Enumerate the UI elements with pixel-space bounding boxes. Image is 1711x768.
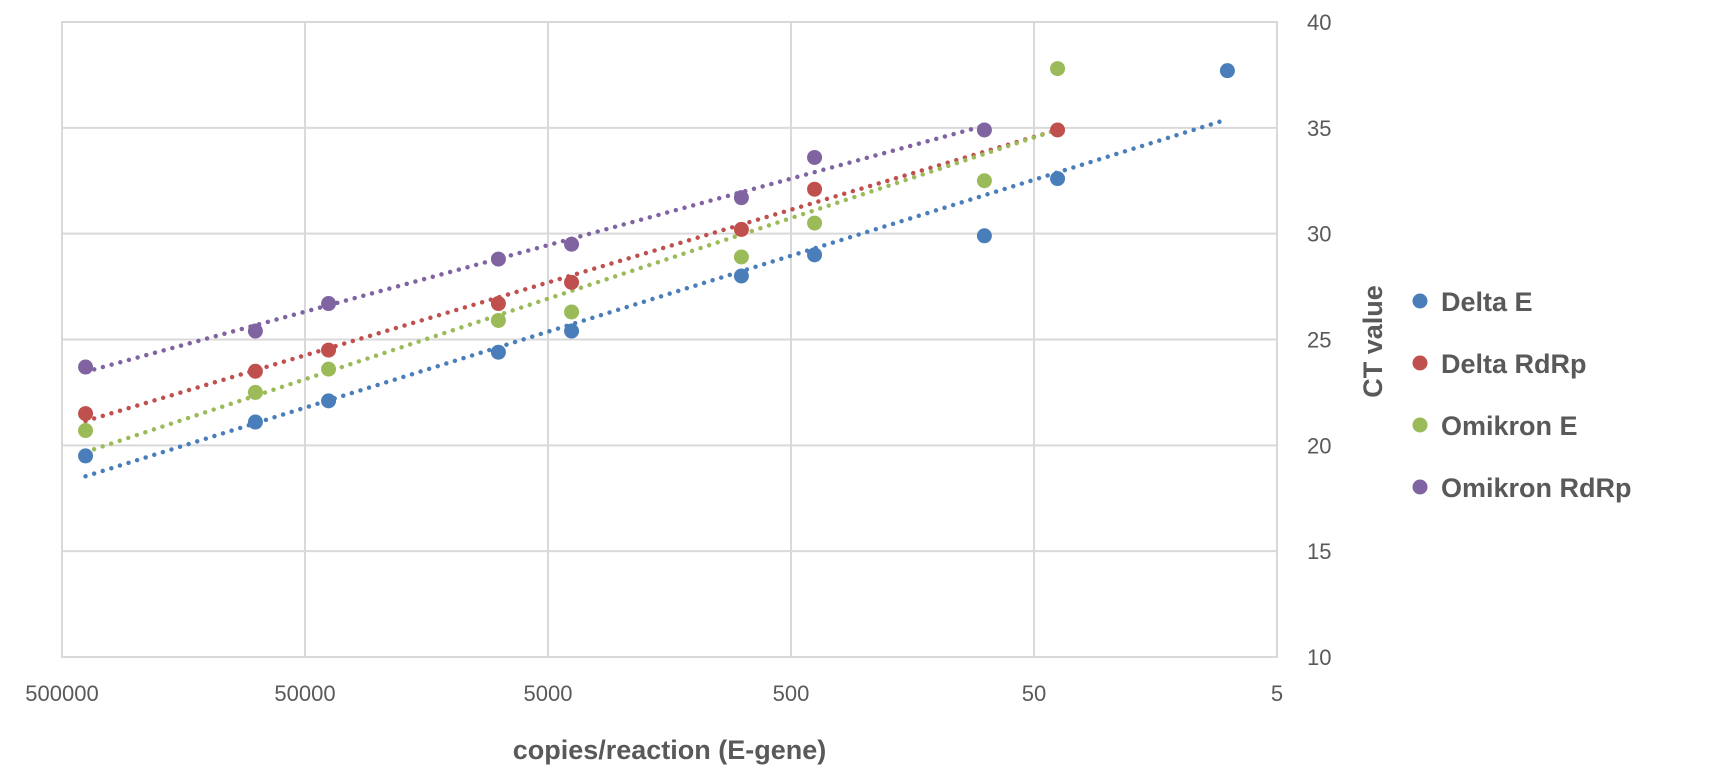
data-point-omikron-rdrp [490, 251, 506, 267]
data-point-delta-e [1219, 63, 1235, 79]
grid-layer [61, 21, 1278, 658]
data-point-delta-rdrp [807, 181, 823, 197]
y-tick-label: 35 [1307, 116, 1331, 141]
data-point-omikron-rdrp [733, 190, 749, 206]
data-point-omikron-rdrp [247, 323, 263, 339]
y-tick-label: 20 [1307, 433, 1331, 458]
x-tick-label: 5000 [524, 681, 573, 706]
data-point-omikron-rdrp [78, 359, 94, 375]
data-point-delta-e [733, 268, 749, 284]
data-point-omikron-e [490, 312, 506, 328]
data-point-omikron-e [78, 423, 94, 439]
data-point-delta-e [247, 414, 263, 430]
data-point-delta-e [1050, 171, 1066, 187]
legend-label: Omikron E [1441, 411, 1578, 441]
data-point-delta-rdrp [564, 274, 580, 290]
y-tick-label: 25 [1307, 328, 1331, 353]
data-point-omikron-rdrp [321, 296, 337, 312]
legend-marker [1412, 355, 1428, 371]
data-point-delta-e [321, 393, 337, 409]
data-point-delta-rdrp [247, 363, 263, 379]
legend: Delta E Delta RdRp Omikron E Omikron RdRp [1412, 287, 1632, 503]
y-axis-title: CT value [1358, 285, 1388, 398]
trendline-omikron-rdrp [83, 123, 987, 375]
data-point-delta-e [78, 448, 94, 464]
legend-marker [1412, 479, 1428, 495]
data-point-omikron-rdrp [807, 149, 823, 165]
data-point-delta-e [976, 228, 992, 244]
data-point-omikron-e [247, 384, 263, 400]
data-point-omikron-rdrp [976, 122, 992, 138]
legend-label: Omikron RdRp [1441, 473, 1632, 503]
tick-label-layer: 10 15 20 25 30 35 40 500000 50000 5000 500 50 5 [25, 10, 1331, 706]
legend-marker [1412, 293, 1428, 309]
data-point-omikron-e [807, 215, 823, 231]
y-tick-label: 15 [1307, 539, 1331, 564]
trendline-delta-rdrp [83, 127, 1060, 424]
x-tick-label: 500 [773, 681, 810, 706]
data-point-omikron-rdrp [564, 236, 580, 252]
y-tick-label: 10 [1307, 645, 1331, 670]
data-point-omikron-e [564, 304, 580, 320]
trendline-layer [83, 117, 1230, 479]
legend-label: Delta RdRp [1441, 349, 1587, 379]
point-layer [78, 61, 1235, 464]
data-point-delta-rdrp [78, 406, 94, 422]
data-point-omikron-e [1050, 61, 1066, 77]
data-point-omikron-e [321, 361, 337, 377]
x-tick-label: 50 [1022, 681, 1046, 706]
data-point-omikron-e [733, 249, 749, 265]
x-tick-label: 50000 [274, 681, 335, 706]
data-point-omikron-e [976, 173, 992, 189]
plot-border [61, 21, 1278, 658]
x-axis-title: copies/reaction (E-gene) [513, 735, 827, 765]
trendline-omikron-e [83, 127, 1060, 455]
legend-label: Delta E [1441, 287, 1533, 317]
data-point-delta-e [807, 247, 823, 263]
data-point-delta-e [490, 344, 506, 360]
legend-marker [1412, 417, 1428, 433]
x-tick-label: 5 [1271, 681, 1283, 706]
data-point-delta-rdrp [490, 296, 506, 312]
x-tick-label: 500000 [25, 681, 98, 706]
trendline-delta-e [83, 117, 1230, 479]
y-tick-label: 30 [1307, 222, 1331, 247]
data-point-delta-rdrp [321, 342, 337, 358]
data-point-delta-rdrp [733, 221, 749, 237]
y-tick-label: 40 [1307, 10, 1331, 35]
data-point-delta-rdrp [1050, 122, 1066, 138]
data-point-delta-e [564, 323, 580, 339]
